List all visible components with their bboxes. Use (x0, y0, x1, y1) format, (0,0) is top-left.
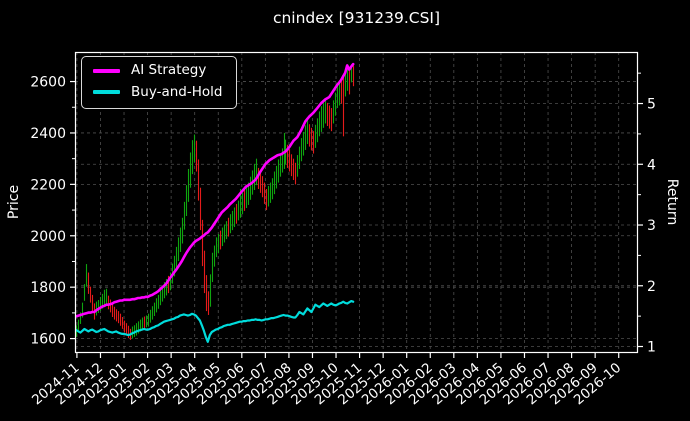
price-tick-label: 2600 (30, 75, 66, 91)
legend: AI Strategy Buy-and-Hold (81, 56, 238, 110)
price-tick-label: 2400 (30, 126, 66, 142)
return-tick-label: 5 (647, 97, 656, 113)
chart-title: cnindex [931239.CSI] (272, 9, 441, 27)
plot-border (74, 51, 639, 354)
price-tick-label: 2000 (30, 229, 66, 245)
legend-item-buy-and-hold: Buy-and-Hold (93, 83, 223, 101)
return-tick-label: 1 (647, 340, 656, 356)
buy-and-hold-line (75, 300, 355, 343)
return-tick-label: 4 (647, 157, 656, 173)
ai-strategy-line-swatch (93, 68, 120, 73)
price-tick-label: 1600 (30, 332, 66, 348)
legend-label-buy-and-hold: Buy-and-Hold (131, 83, 223, 100)
return-tick-label: 2 (647, 279, 656, 295)
legend-item-ai-strategy: AI Strategy (93, 62, 222, 79)
price-tick-label: 1800 (30, 280, 66, 296)
return-axis-title: Return (664, 178, 680, 226)
price-axis-title: Price (6, 184, 22, 220)
return-tick-label: 3 (647, 218, 656, 234)
ai-strategy-line (75, 62, 355, 318)
legend-label-ai-strategy: AI Strategy (131, 62, 207, 78)
buy-and-hold-line-swatch (93, 90, 120, 95)
price-tick-label: 2200 (30, 177, 66, 193)
